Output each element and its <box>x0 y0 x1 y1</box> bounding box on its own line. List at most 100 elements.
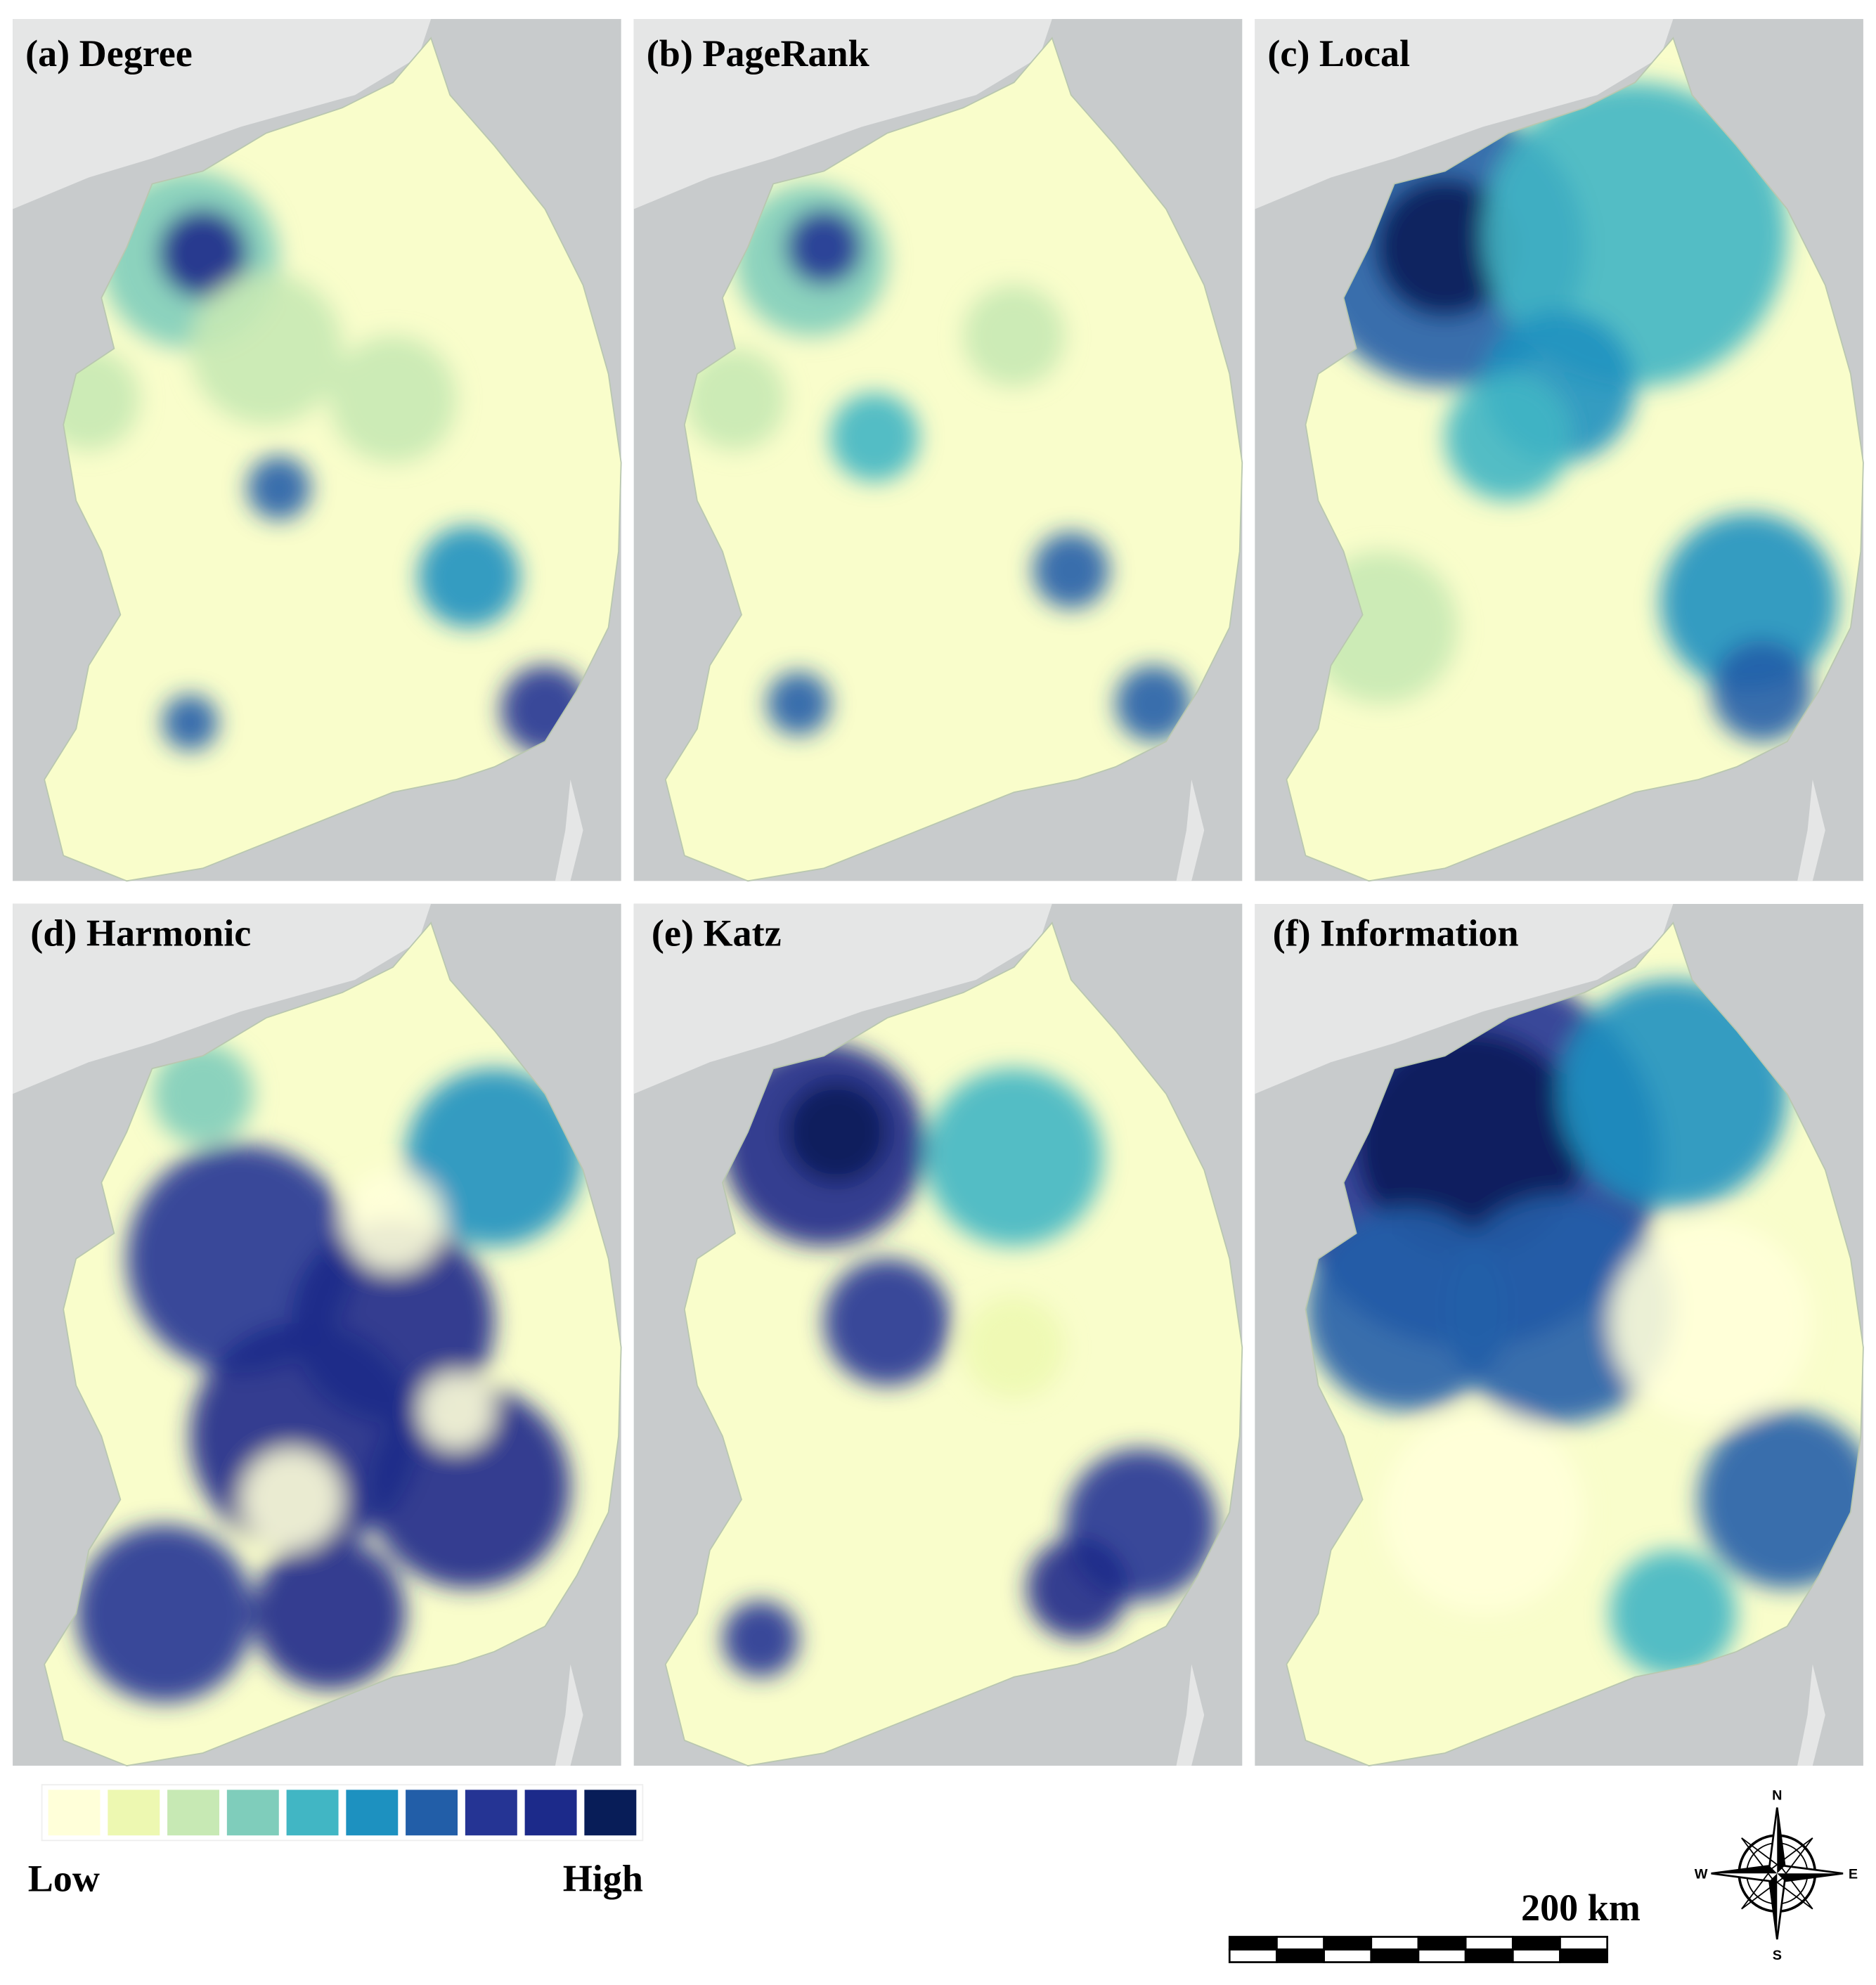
panel-title: (d) Harmonic <box>30 912 251 954</box>
mainland <box>13 903 432 1094</box>
intensity-area <box>1444 1195 1674 1424</box>
scale-segment <box>1323 1936 1373 1951</box>
scale-segment <box>1276 1948 1325 1963</box>
coastline <box>664 922 1243 1766</box>
scale-segment <box>1511 1948 1561 1963</box>
intensity-area <box>190 272 342 425</box>
coastline <box>44 37 622 882</box>
intensity <box>44 171 590 754</box>
island <box>555 1664 583 1766</box>
intensity-area <box>786 1081 888 1183</box>
map-panel: (b) PageRank <box>633 19 1243 882</box>
coastline <box>1286 37 1864 882</box>
scale-segment <box>1464 1936 1514 1951</box>
compass-n: N <box>1772 1788 1782 1804</box>
intensity-area <box>830 393 919 482</box>
scale-segment <box>1417 1936 1467 1951</box>
legend-swatch <box>465 1790 517 1836</box>
intensity-area <box>418 1372 495 1449</box>
intensity-area <box>368 1385 571 1589</box>
scale-segment <box>1228 1948 1278 1963</box>
intensity-area <box>162 694 219 751</box>
intensity-area <box>342 1170 444 1272</box>
panel-title: (c) Local <box>1267 32 1410 75</box>
intensity-area <box>1381 1411 1585 1614</box>
intensity-area <box>1375 177 1515 317</box>
intensity-area <box>1026 1537 1128 1639</box>
scale-segment <box>1559 1948 1609 1963</box>
scale-segment <box>1370 1948 1420 1963</box>
island <box>1797 1664 1825 1766</box>
legend-low: Low <box>28 1858 100 1900</box>
intensity-area <box>240 1449 342 1551</box>
legend-swatch <box>346 1790 399 1836</box>
legend: Low High <box>28 1784 644 1900</box>
mainland <box>1255 19 1674 209</box>
intensity-area <box>1482 82 1787 387</box>
mainland <box>1255 903 1674 1094</box>
legend-swatch <box>167 1790 220 1836</box>
scale-segment <box>1559 1936 1609 1951</box>
legend-high: High <box>563 1858 643 1900</box>
intensity-area <box>1033 532 1109 609</box>
scale-segment <box>1276 1936 1325 1951</box>
legend-swatch <box>48 1790 101 1836</box>
compass-e: E <box>1849 1867 1858 1882</box>
intensity-area <box>152 1043 254 1145</box>
intensity-area <box>1660 513 1838 691</box>
intensity-area <box>1711 640 1813 742</box>
panel-title: (e) Katz <box>652 912 782 954</box>
intensity <box>76 1043 583 1702</box>
compass: N E S W <box>1695 1788 1858 1963</box>
intensity-area <box>963 1296 1065 1399</box>
mainland <box>633 903 1052 1094</box>
map-panel: (c) Local <box>1255 19 1864 882</box>
map-panel: (f) Information <box>1255 903 1864 1766</box>
intensity <box>722 1043 1217 1677</box>
scale-segment <box>1417 1948 1467 1963</box>
coastline <box>664 37 1243 882</box>
compass-star <box>1711 1807 1844 1940</box>
intensity-area <box>925 1068 1103 1246</box>
scale-segment <box>1370 1936 1420 1951</box>
intensity-area <box>1559 979 1787 1208</box>
map-panel: (a) Degree <box>13 19 622 882</box>
intensity <box>684 183 1192 742</box>
scale-segment <box>1464 1948 1514 1963</box>
intensity-area <box>767 671 831 735</box>
legend-swatch <box>406 1790 458 1836</box>
scale-segment <box>1323 1948 1373 1963</box>
intensity-area <box>684 348 787 451</box>
intensity-area <box>76 1525 254 1702</box>
intensity-area <box>1698 1411 1863 1589</box>
compass-w: W <box>1695 1867 1708 1882</box>
coastline <box>44 922 622 1766</box>
intensity-area <box>253 1537 406 1690</box>
mainland <box>13 19 432 209</box>
map-panel: (d) Harmonic <box>13 903 622 1766</box>
legend-swatch <box>524 1790 577 1836</box>
panel-title: (a) Degree <box>25 32 193 75</box>
intensity-area <box>1610 1220 1813 1424</box>
panels: (a) Degree (b) PageRank (c) Local (d) Harmo… <box>13 19 1864 1766</box>
compass-s: S <box>1773 1948 1782 1963</box>
coastline <box>1286 922 1864 1766</box>
mainland <box>633 19 1052 209</box>
intensity-area <box>963 285 1065 387</box>
compass-star <box>1741 1837 1813 1910</box>
intensity-area <box>418 526 520 628</box>
intensity-area <box>406 1068 583 1246</box>
legend-swatch <box>108 1790 160 1836</box>
land <box>665 38 1243 881</box>
intensity-area <box>1610 1550 1737 1677</box>
scale-bar: 200 km <box>1228 1887 1641 1963</box>
scale-segment <box>1228 1936 1278 1951</box>
panel-title: (b) PageRank <box>647 32 869 75</box>
intensity-area <box>247 456 311 520</box>
intensity-area <box>824 1258 951 1386</box>
map-panel: (e) Katz <box>633 903 1243 1766</box>
scale-segment <box>1511 1936 1561 1951</box>
intensity <box>1286 966 1863 1677</box>
legend-swatch <box>226 1790 279 1836</box>
